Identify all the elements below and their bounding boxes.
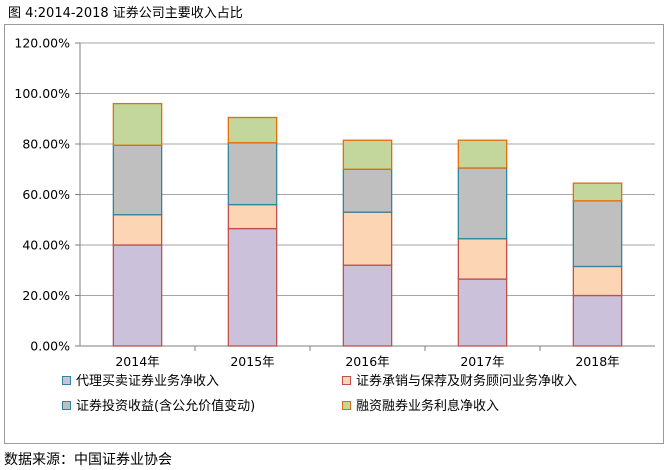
legend-item-underwriting: 证券承销与保荐及财务顾问业务净收入 xyxy=(342,370,577,389)
bar-segment xyxy=(342,211,393,266)
y-tick-label: 120.00% xyxy=(14,36,70,51)
legend-label: 证券承销与保荐及财务顾问业务净收入 xyxy=(356,374,578,389)
bar-segment xyxy=(457,278,508,347)
y-tick-label: 100.00% xyxy=(14,86,70,101)
bar-segment xyxy=(112,244,163,347)
bar-segment xyxy=(342,264,393,347)
legend-swatch xyxy=(62,376,71,385)
legend: 代理买卖证券业务净收入 证券承销与保荐及财务顾问业务净收入 证券投资收益(含公允… xyxy=(22,364,652,416)
bar-segment xyxy=(572,200,623,268)
bar-segment xyxy=(342,168,393,213)
y-tick-label: 60.00% xyxy=(22,187,70,202)
legend-item-margin: 融资融券业务利息净收入 xyxy=(342,395,499,414)
y-tick-label: 0.00% xyxy=(30,339,70,354)
x-tick-label: 2016年 xyxy=(345,354,389,369)
bar-segment xyxy=(227,203,278,230)
bar-segment xyxy=(342,139,393,170)
source-note: 数据来源：中国证券业协会 xyxy=(4,452,172,468)
legend-swatch xyxy=(342,376,351,385)
bar-segment xyxy=(572,265,623,297)
bar-segment xyxy=(457,238,508,280)
chart-frame xyxy=(4,24,664,444)
bar-segment xyxy=(112,214,163,246)
x-tick-label: 2018年 xyxy=(575,354,619,369)
bar-segment xyxy=(227,116,278,144)
legend-item-investment: 证券投资收益(含公允价值变动) xyxy=(62,395,255,414)
legend-swatch xyxy=(342,401,351,410)
y-tick-label: 20.00% xyxy=(22,288,70,303)
y-tick-label: 40.00% xyxy=(22,238,70,253)
y-tick-label: 80.00% xyxy=(22,137,70,152)
bar-segment xyxy=(227,142,278,206)
bars xyxy=(112,102,623,347)
bar-segment xyxy=(572,182,623,202)
bar-segment xyxy=(227,227,278,347)
legend-label: 代理买卖证券业务净收入 xyxy=(76,374,220,389)
bar-segment xyxy=(457,139,508,169)
figure-title: 图 4:2014-2018 证券公司主要收入占比 xyxy=(8,6,243,21)
tick-labels: 0.00% 20.00% 40.00% 60.00% 80.00% 100.00% 120.… xyxy=(14,36,619,370)
x-tick-label: 2017年 xyxy=(460,354,504,369)
legend-item-brokerage: 代理买卖证券业务净收入 xyxy=(62,370,219,389)
bar-segment xyxy=(457,167,508,240)
bar-segment xyxy=(572,294,623,347)
bar-segment xyxy=(112,144,163,216)
legend-label: 证券投资收益(含公允价值变动) xyxy=(76,399,256,414)
bar-segment xyxy=(112,102,163,146)
x-tick-label: 2014年 xyxy=(115,354,159,369)
legend-label: 融资融券业务利息净收入 xyxy=(356,399,500,414)
x-tick-label: 2015年 xyxy=(230,354,274,369)
legend-swatch xyxy=(62,401,71,410)
